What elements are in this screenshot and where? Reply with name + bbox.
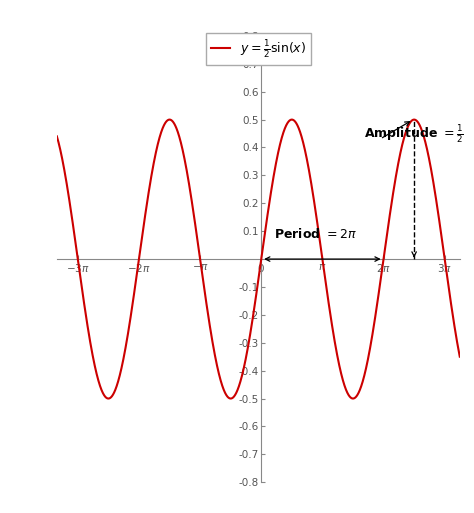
Legend: $y = \frac{1}{2}\sin(x)$: $y = \frac{1}{2}\sin(x)$ xyxy=(206,33,311,65)
Text: Amplitude $= \frac{1}{2}$: Amplitude $= \frac{1}{2}$ xyxy=(365,123,464,145)
Text: Period $= 2\pi$: Period $= 2\pi$ xyxy=(274,227,357,241)
